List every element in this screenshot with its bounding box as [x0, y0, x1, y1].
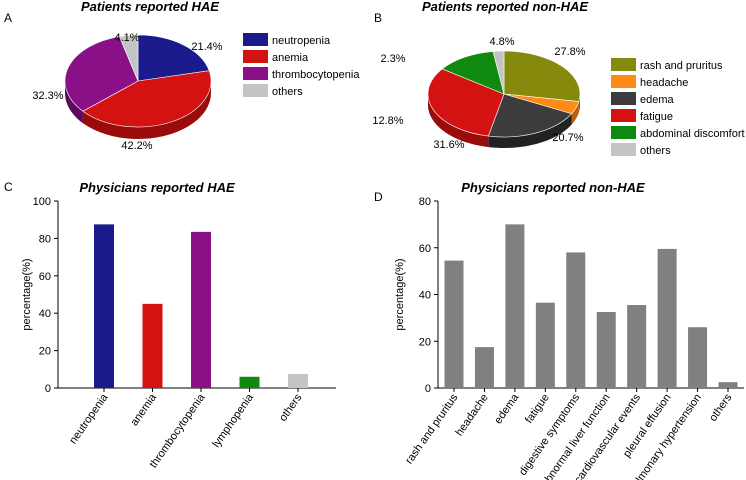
bar-others [718, 382, 738, 388]
bar-lymphopenia [239, 376, 260, 388]
legend-entry-others: others [272, 86, 303, 98]
pie-slice-anemia [82, 70, 212, 128]
bar-edema [505, 224, 525, 388]
pie-slice-neutropenia [137, 34, 210, 82]
x-tick-label-fatigue: fatigue [523, 392, 552, 426]
y-tick-label: 0 [425, 383, 431, 395]
pie-label-headache: 4.8% [489, 36, 514, 48]
legend-entry-fatigue: fatigue [640, 111, 673, 123]
pie-slice-abdominal-discomfort [441, 51, 505, 95]
pie-side-headache [571, 101, 579, 125]
bar-rash-and-pruritus [444, 260, 464, 388]
legend-entry-rash-and-pruritus: rash and pruritus [640, 60, 723, 72]
legend-swatch-edema [611, 92, 636, 105]
legend-swatch-abdominal-discomfort [611, 126, 636, 139]
bar-pulmonary-hypertension [688, 327, 708, 388]
chart-title: Physicians reported non-HAE [461, 180, 645, 195]
chart-title: Physicians reported HAE [79, 180, 235, 195]
pie-slice-edema [487, 93, 573, 138]
x-tick-label-neutropenia: neutropenia [67, 391, 111, 446]
legend-swatch-others [611, 143, 636, 156]
panel-b: B Patients reported non-HAE 27.8% 4.8% 20.7%… [372, 0, 744, 157]
legend-entry-neutropenia: neutropenia [272, 35, 331, 47]
panel-a: A Patients reported HAE 21.4% 42.2% 32.3% 4.1… [4, 0, 360, 152]
legend-swatch-others [243, 84, 268, 97]
bar-neutropenia [94, 224, 114, 388]
legend-entry-anemia: anemia [272, 52, 309, 64]
panel-c: C Physicians reported HAE 0 20 40 60 80 100 perc… [4, 180, 336, 470]
x-tick-label-lymphopenia: lymphopenia [210, 391, 256, 450]
pie-slice-rash-and-pruritus [503, 50, 581, 102]
bar-abnormal-liver-function [596, 312, 616, 388]
legend-entry-edema: edema [640, 94, 675, 106]
bar-digestive-symptoms [566, 252, 586, 388]
pie-label-rash-and-pruritus: 27.8% [554, 46, 585, 58]
bar-cardiovascular-events [627, 305, 647, 388]
legend-entry-others: others [640, 145, 671, 157]
pie-side-anemia [82, 81, 211, 139]
pie-side-edema [488, 113, 572, 148]
y-tick-label: 80 [419, 196, 431, 208]
chart-title: Patients reported HAE [81, 0, 219, 14]
panel-letter: C [4, 180, 13, 194]
pie-label-abdominal-discomfort: 12.8% [372, 115, 403, 127]
x-tick-label-thrombocytopenia: thrombocytopenia [147, 391, 207, 470]
pie-side-thrombocytopenia [65, 81, 83, 124]
pie-slice-others [118, 34, 139, 82]
legend-swatch-rash-and-pruritus [611, 58, 636, 71]
y-axis-label: percentage(%) [394, 258, 406, 330]
panel-letter: D [374, 190, 383, 204]
legend-swatch-anemia [243, 50, 268, 63]
x-tick-label-others: others [277, 391, 305, 423]
y-tick-label: 40 [39, 308, 51, 320]
pie-label-fatigue: 31.6% [433, 139, 464, 151]
panel-letter: A [4, 11, 12, 25]
legend-swatch-headache [611, 75, 636, 88]
pie-label-edema: 20.7% [552, 132, 583, 144]
x-tick-label-rash-and-pruritus: rash and pruritus [403, 391, 460, 466]
y-tick-label: 20 [419, 336, 431, 348]
panel-d: D Physicians reported non-HAE 0 20 40 60 80 per… [374, 180, 744, 480]
y-tick-label: 20 [39, 346, 51, 358]
y-tick-label: 100 [33, 196, 51, 208]
bar-thrombocytopenia [191, 231, 211, 388]
pie-side-fatigue [428, 94, 489, 148]
pie-label-others: 4.1% [114, 32, 139, 44]
legend-swatch-thrombocytopenia [243, 67, 268, 80]
y-tick-label: 40 [419, 290, 431, 302]
legend-entry-abdominal-discomfort: abdominal discomfort [640, 128, 745, 140]
pie-label-thrombocytopenia: 32.3% [32, 90, 63, 102]
x-tick-label-anemia: anemia [128, 391, 159, 428]
chart-title: Patients reported non-HAE [422, 0, 588, 14]
bar-others [288, 373, 308, 388]
pie-slice-fatigue [427, 68, 505, 137]
panel-letter: B [374, 11, 382, 25]
pie-slice-others [492, 50, 505, 95]
y-tick-label: 80 [39, 233, 51, 245]
bar-headache [474, 347, 494, 388]
legend-swatch-fatigue [611, 109, 636, 122]
y-tick-label: 0 [45, 383, 51, 395]
bar-pleural-effusion [657, 248, 677, 388]
legend-entry-thrombocytopenia: thrombocytopenia [272, 69, 360, 81]
bar-fatigue [535, 302, 555, 388]
x-tick-label-edema: edema [492, 391, 522, 426]
pie-label-anemia: 42.2% [121, 140, 152, 152]
pie-label-others: 2.3% [380, 53, 405, 65]
y-tick-label: 60 [419, 243, 431, 255]
legend-entry-headache: headache [640, 77, 688, 89]
pie-slice-thrombocytopenia [64, 36, 139, 112]
bar-anemia [142, 303, 163, 388]
legend-swatch-neutropenia [243, 33, 268, 46]
pie-label-neutropenia: 21.4% [191, 41, 222, 53]
x-tick-label-others: others [707, 391, 735, 423]
y-tick-label: 60 [39, 271, 51, 283]
y-axis-label: percentage(%) [21, 258, 33, 330]
